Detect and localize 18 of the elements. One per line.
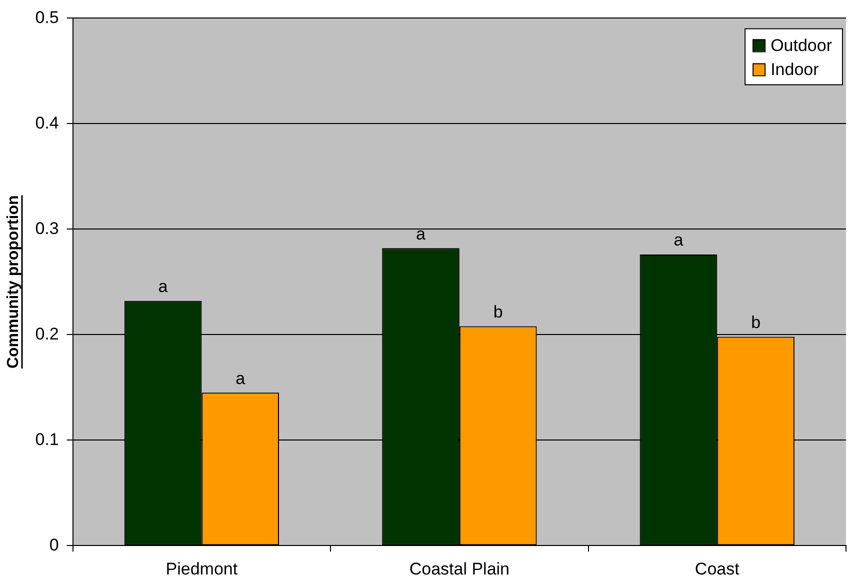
y-tick-label: 0.2 (35, 324, 59, 344)
y-tick-label: 0.3 (35, 218, 59, 238)
y-tick-label: 0 (49, 535, 59, 554)
annotation: a (236, 368, 246, 388)
x-tick-label: Coastal Plain (409, 559, 510, 578)
legend-label: Outdoor (770, 36, 832, 55)
y-axis-title: Community proportion (5, 195, 22, 369)
annotation: b (751, 312, 761, 332)
x-tick-label: Coast (694, 559, 740, 578)
y-tick-label: 0.1 (35, 430, 59, 449)
annotation: b (493, 302, 503, 322)
y-tick-label: 0.4 (35, 113, 59, 132)
legend-label: Indoor (770, 60, 820, 79)
x-tick-label: Piedmont (166, 559, 238, 578)
y-tick-label: 0.5 (35, 8, 59, 27)
annotation: a (158, 277, 168, 296)
annotation: a (674, 230, 684, 250)
annotation: a (416, 224, 426, 244)
